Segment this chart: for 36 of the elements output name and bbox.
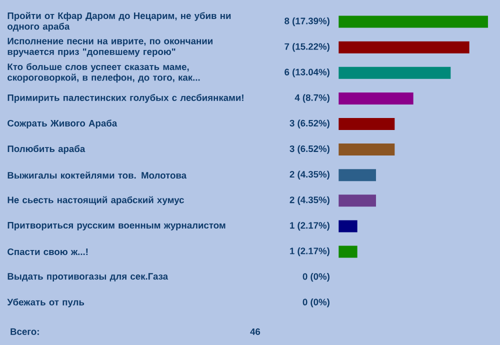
data-label: 3 (6.52%) (290, 120, 330, 128)
data-label: 0 (0%) (302, 298, 330, 308)
data-label: 8 (17.39%) (284, 17, 330, 26)
y-tick-label: Не сьесть настоящий арабский хумус (8, 196, 184, 206)
y-tick-label: Исполнение песни на иврите, по окончании вручается приз "допевшему герою" (8, 38, 212, 57)
bar (338, 194, 376, 207)
text: 46 (250, 328, 260, 335)
y-tick-label: Спасти свою ж...! (8, 248, 88, 256)
y-tick-label: Выжигалы коктейлями тов. Молотова (8, 172, 187, 179)
text: Всего: (10, 328, 39, 335)
y-tick-label: Кто больше слов успеет сказать маме, скороговоркой, в пелефон, до того, как... (8, 63, 200, 83)
y-tick-label: Выдать противогазы для сек.Газа (8, 273, 168, 282)
bar (338, 66, 451, 79)
data-label: 3 (6.52%) (290, 145, 330, 154)
bar (338, 246, 358, 258)
y-tick-label: Пройти от Кфар Даром до Нецарим, не убив ни одного араба (8, 12, 231, 32)
bar (338, 118, 395, 130)
data-label: 6 (13.04%) (284, 68, 330, 78)
data-label: 2 (4.35%) (290, 196, 330, 206)
data-label: 1 (2.17%) (290, 247, 330, 256)
bar (338, 92, 414, 104)
bar (338, 169, 376, 182)
y-tick-label: Сожрать Живого Араба (8, 120, 118, 128)
data-label: 0 (0%) (302, 272, 330, 282)
bar (338, 144, 395, 156)
data-label: 2 (4.35%) (290, 170, 330, 180)
bar (338, 220, 358, 232)
y-tick-label: Примирить палестинских голубых с лесбиянками! (8, 94, 244, 103)
bar (338, 16, 488, 28)
bar (338, 41, 470, 54)
data-label: 7 (15.22%) (284, 42, 330, 52)
data-label: 1 (2.17%) (290, 222, 330, 231)
y-tick-label: Убежать от пуль (7, 298, 84, 308)
data-label: 4 (8.7%) (294, 94, 330, 103)
y-tick-label: Притвориться русским военным журналистом (8, 222, 226, 230)
y-tick-label: Полюбить араба (8, 145, 86, 154)
